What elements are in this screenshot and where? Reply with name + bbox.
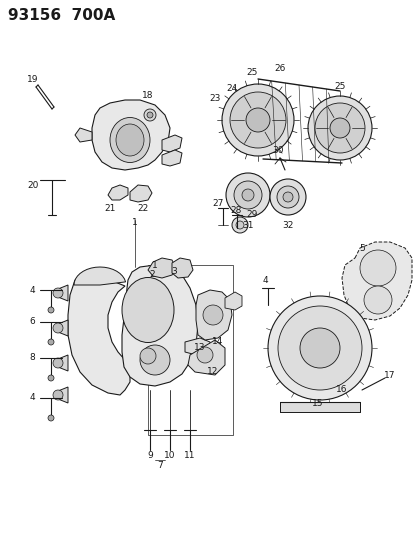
Polygon shape	[185, 338, 209, 356]
Circle shape	[359, 250, 395, 286]
Text: 8: 8	[29, 353, 35, 362]
Text: 93156  700A: 93156 700A	[8, 8, 115, 23]
Circle shape	[48, 339, 54, 345]
Text: 5: 5	[358, 244, 364, 253]
Polygon shape	[75, 128, 92, 142]
Polygon shape	[279, 402, 359, 412]
Text: 22: 22	[137, 204, 148, 213]
Text: 19: 19	[27, 75, 39, 84]
Polygon shape	[161, 150, 182, 166]
Polygon shape	[122, 265, 197, 386]
Text: 17: 17	[383, 370, 395, 379]
Text: 11: 11	[184, 450, 195, 459]
Text: 16: 16	[335, 385, 347, 394]
Text: 27: 27	[212, 198, 223, 207]
Text: 32: 32	[282, 221, 293, 230]
Circle shape	[277, 306, 361, 390]
Polygon shape	[54, 387, 68, 403]
Bar	[147, 265, 233, 435]
Circle shape	[225, 173, 269, 217]
Circle shape	[197, 347, 212, 363]
Circle shape	[299, 328, 339, 368]
Text: 4: 4	[29, 286, 35, 295]
Text: 3: 3	[171, 266, 176, 276]
Text: 9: 9	[147, 450, 152, 459]
Circle shape	[363, 286, 391, 314]
Text: 29: 29	[246, 209, 257, 219]
Text: 28: 28	[230, 206, 241, 214]
Text: 25: 25	[334, 82, 345, 91]
Circle shape	[202, 305, 223, 325]
Circle shape	[140, 348, 156, 364]
Polygon shape	[54, 320, 68, 336]
Circle shape	[48, 375, 54, 381]
Polygon shape	[224, 292, 242, 310]
Text: 24: 24	[226, 84, 237, 93]
Polygon shape	[74, 267, 125, 285]
Text: 4: 4	[261, 276, 267, 285]
Circle shape	[48, 415, 54, 421]
Ellipse shape	[110, 117, 150, 163]
Polygon shape	[108, 185, 128, 200]
Circle shape	[314, 103, 364, 153]
Text: 30: 30	[272, 146, 283, 155]
Circle shape	[307, 96, 371, 160]
Circle shape	[48, 307, 54, 313]
Text: 18: 18	[142, 91, 153, 100]
Polygon shape	[195, 290, 231, 340]
Circle shape	[53, 390, 63, 400]
Polygon shape	[54, 285, 68, 301]
Text: 2: 2	[149, 270, 154, 279]
Circle shape	[231, 217, 247, 233]
Text: 25: 25	[246, 68, 257, 77]
Text: 23: 23	[209, 93, 220, 102]
Text: 6: 6	[29, 318, 35, 327]
Circle shape	[53, 323, 63, 333]
Ellipse shape	[116, 124, 144, 156]
Circle shape	[282, 192, 292, 202]
Polygon shape	[341, 242, 411, 320]
Text: 15: 15	[311, 399, 323, 408]
Circle shape	[230, 92, 285, 148]
Circle shape	[242, 189, 254, 201]
Polygon shape	[130, 185, 152, 202]
Circle shape	[269, 179, 305, 215]
Text: 14: 14	[212, 337, 223, 346]
Circle shape	[245, 108, 269, 132]
Text: 7: 7	[157, 461, 162, 470]
Ellipse shape	[122, 278, 173, 343]
Circle shape	[53, 288, 63, 298]
Circle shape	[147, 112, 153, 118]
Polygon shape	[171, 258, 192, 278]
Polygon shape	[161, 135, 182, 152]
Text: 12: 12	[207, 367, 218, 376]
Text: 26: 26	[274, 63, 285, 72]
Circle shape	[233, 181, 261, 209]
Ellipse shape	[140, 345, 170, 375]
Circle shape	[53, 358, 63, 368]
Text: 20: 20	[27, 181, 38, 190]
Circle shape	[221, 84, 293, 156]
Polygon shape	[147, 258, 176, 278]
Circle shape	[235, 221, 243, 229]
Text: 4: 4	[29, 393, 35, 402]
Text: 13: 13	[194, 343, 205, 351]
Text: 1: 1	[132, 217, 138, 227]
Polygon shape	[54, 355, 68, 371]
Text: 10: 10	[164, 450, 176, 459]
Text: 1: 1	[152, 261, 157, 270]
Text: 31: 31	[242, 221, 253, 230]
Polygon shape	[188, 340, 224, 375]
Circle shape	[276, 186, 298, 208]
Text: 21: 21	[104, 204, 115, 213]
Polygon shape	[68, 279, 130, 395]
Circle shape	[329, 118, 349, 138]
Polygon shape	[92, 100, 170, 170]
Circle shape	[267, 296, 371, 400]
Circle shape	[144, 109, 156, 121]
